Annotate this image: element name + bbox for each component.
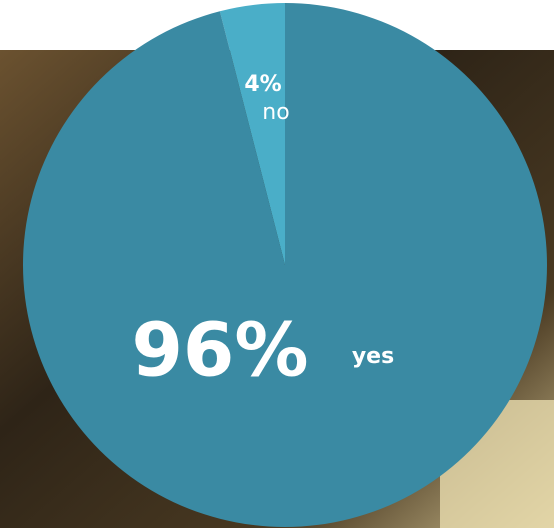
page: 4% no 96% yes (() => { const data = JSON… (0, 0, 554, 528)
category-label: yes (352, 344, 394, 369)
value-label: 96% (131, 308, 308, 394)
value-label: 4% (244, 72, 281, 97)
screen: 4% no 96% yes (0, 0, 554, 528)
pie (23, 3, 547, 527)
category-label: no (262, 100, 289, 125)
